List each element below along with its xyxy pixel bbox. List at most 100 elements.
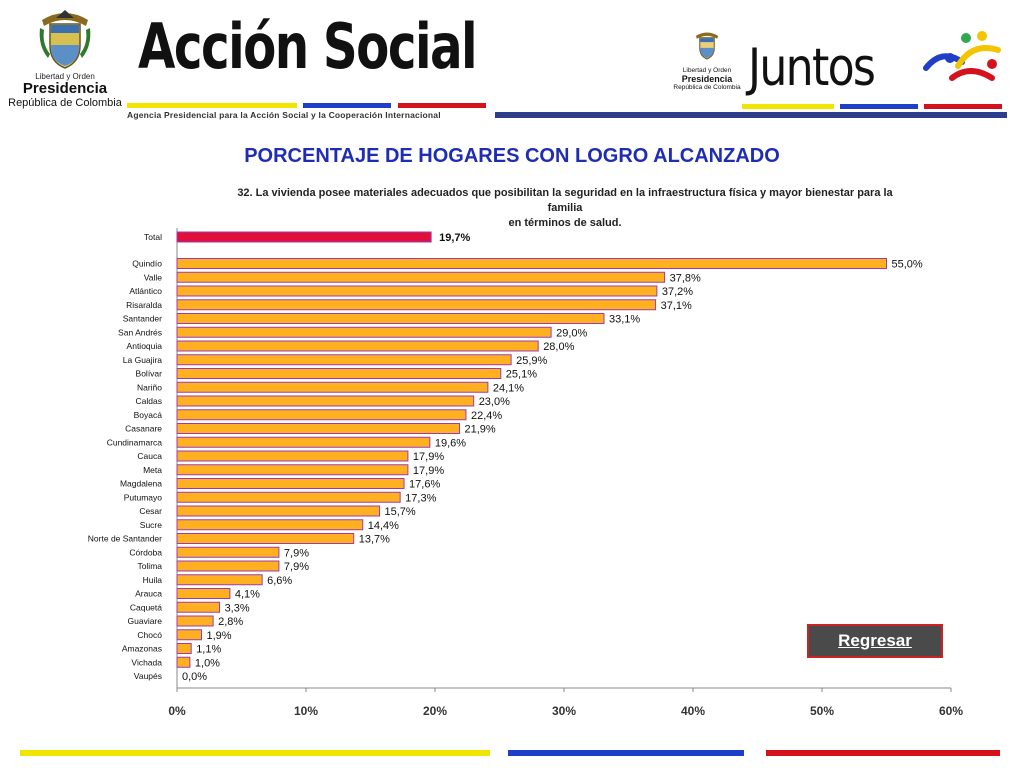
bar	[176, 395, 475, 407]
bar	[176, 643, 192, 654]
header-navy-rule	[495, 112, 1007, 118]
category-label: Vichada	[131, 657, 162, 667]
accion-yellow-stripe	[127, 103, 297, 108]
category-label: Casanare	[125, 424, 162, 434]
bar	[176, 340, 539, 352]
bar	[176, 313, 605, 324]
category-label: Bolívar	[136, 369, 163, 379]
value-label: 37,1%	[661, 300, 692, 312]
category-label: Magdalena	[120, 479, 162, 489]
category-label: Sucre	[140, 520, 162, 530]
value-label: 22,4%	[471, 410, 502, 422]
juntos-presidencia-logo: Libertad y Orden Presidencia República d…	[672, 28, 742, 91]
bar	[176, 505, 381, 517]
bar	[176, 299, 657, 311]
chart-subtitle-line1: 32. La vivienda posee materiales adecuad…	[237, 187, 893, 214]
juntos-yellow-stripe	[742, 104, 834, 109]
bar	[176, 629, 203, 641]
regresar-button[interactable]: Regresar	[807, 624, 943, 658]
value-label: 1,0%	[195, 657, 220, 669]
bar	[176, 615, 214, 627]
chart-subtitle: 32. La vivienda posee materiales adecuad…	[220, 186, 910, 231]
accion-social-logo: Acción Social	[138, 10, 478, 83]
category-label: Cesar	[139, 506, 162, 516]
accion-blue-stripe	[303, 103, 391, 108]
value-label: 25,9%	[516, 355, 547, 367]
value-label: 23,0%	[479, 396, 510, 408]
colombia-crest-icon	[39, 10, 91, 69]
x-tick-label: 40%	[681, 704, 705, 718]
bar	[176, 285, 658, 297]
value-label: 17,3%	[405, 492, 436, 504]
bar	[176, 656, 191, 668]
value-label: 1,9%	[207, 630, 232, 642]
bar	[176, 546, 280, 558]
category-label: Vaupés	[134, 671, 162, 681]
colombia-crest-small-icon	[695, 32, 719, 60]
bar	[176, 601, 221, 613]
category-label: Valle	[144, 272, 163, 282]
value-label: 55,0%	[892, 259, 923, 271]
footer-yellow-stripe	[20, 750, 490, 756]
category-label: La Guajira	[123, 355, 162, 365]
value-label: 21,9%	[465, 424, 496, 436]
value-label: 17,9%	[413, 451, 444, 463]
bar	[176, 258, 887, 269]
page-title: PORCENTAJE DE HOGARES CON LOGRO ALCANZAD…	[244, 145, 780, 167]
value-label: 6,6%	[267, 575, 292, 587]
chart-subtitle-line2: en términos de salud.	[508, 217, 622, 229]
bar-chart: 0% 10% 20% 30% 40% 50% 60% Total 19,7% Quindío 55,…	[88, 228, 963, 718]
value-label: 14,4%	[368, 520, 399, 532]
footer-blue-stripe	[508, 750, 744, 756]
x-tick-label: 0%	[168, 704, 186, 718]
category-label-total: Total	[144, 232, 162, 242]
bar	[176, 409, 467, 421]
presidencia-logo: Libertad y Orden Presidencia República d…	[6, 6, 124, 109]
category-label: Caquetá	[130, 602, 162, 612]
x-tick-label: 30%	[552, 704, 576, 718]
accion-red-stripe	[398, 103, 486, 108]
value-label: 1,1%	[196, 644, 221, 656]
juntos-people-icon	[923, 31, 1001, 81]
category-label: Antioquia	[127, 341, 163, 351]
juntos-blue-stripe	[840, 104, 918, 109]
juntos-republica-label: República de Colombia	[673, 84, 741, 91]
value-label: 7,9%	[284, 547, 309, 559]
category-label: Guaviare	[128, 616, 163, 626]
footer-red-stripe	[766, 750, 1000, 756]
presidencia-label: Presidencia	[22, 80, 108, 97]
category-label: Risaralda	[126, 300, 162, 310]
category-label: Tolima	[137, 561, 162, 571]
category-label: Cauca	[137, 451, 162, 461]
category-label: San Andrés	[118, 327, 162, 337]
x-tick-label: 20%	[423, 704, 447, 718]
bar	[176, 560, 280, 572]
crest-caption: Libertad y Orden	[35, 72, 95, 81]
category-label: Huila	[143, 575, 163, 585]
bar	[176, 271, 666, 283]
value-label: 37,2%	[662, 286, 693, 298]
value-label: 13,7%	[359, 534, 390, 546]
value-label: 17,6%	[409, 479, 440, 491]
category-label: Norte de Santander	[88, 534, 162, 544]
value-label: 4,1%	[235, 589, 260, 601]
category-label: Chocó	[137, 630, 162, 640]
bar	[176, 588, 231, 599]
category-label: Quindío	[132, 259, 162, 269]
category-label: Meta	[143, 465, 162, 475]
bar	[176, 423, 461, 434]
category-label: Córdoba	[129, 547, 162, 557]
bar	[176, 574, 263, 586]
juntos-logo: Juntos	[748, 38, 876, 98]
bar	[176, 326, 552, 338]
value-label: 28,0%	[543, 341, 574, 353]
category-label: Amazonas	[122, 644, 162, 654]
bar-total	[176, 231, 432, 243]
republica-label: República de Colombia	[8, 97, 122, 109]
bar	[176, 436, 431, 448]
bar	[176, 450, 409, 462]
x-tick-label: 10%	[294, 704, 318, 718]
value-label: 0,0%	[182, 671, 207, 683]
juntos-presidencia-label: Presidencia	[681, 74, 733, 84]
bar	[176, 478, 405, 489]
